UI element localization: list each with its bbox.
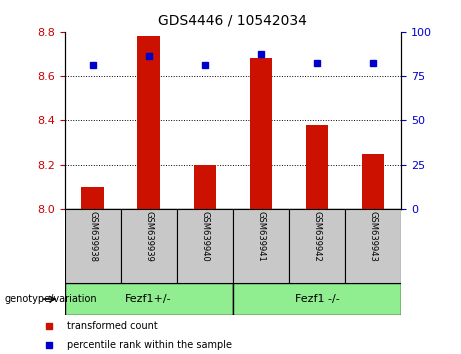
Bar bbox=[362, 154, 384, 209]
Text: GSM639939: GSM639939 bbox=[144, 211, 153, 262]
Bar bbox=[194, 165, 216, 209]
Text: genotype/variation: genotype/variation bbox=[5, 294, 97, 304]
Text: GSM639938: GSM639938 bbox=[88, 211, 97, 262]
Text: percentile rank within the sample: percentile rank within the sample bbox=[67, 341, 232, 350]
FancyBboxPatch shape bbox=[289, 209, 345, 283]
Bar bbox=[137, 36, 160, 209]
Text: GSM639940: GSM639940 bbox=[200, 211, 209, 262]
FancyBboxPatch shape bbox=[177, 209, 233, 283]
Title: GDS4446 / 10542034: GDS4446 / 10542034 bbox=[159, 14, 307, 28]
Bar bbox=[233, 283, 401, 315]
Text: GSM639941: GSM639941 bbox=[256, 211, 266, 262]
Text: GSM639943: GSM639943 bbox=[368, 211, 378, 262]
FancyBboxPatch shape bbox=[121, 209, 177, 283]
FancyBboxPatch shape bbox=[233, 209, 289, 283]
Text: transformed count: transformed count bbox=[67, 321, 157, 331]
FancyBboxPatch shape bbox=[345, 209, 401, 283]
Bar bbox=[250, 58, 272, 209]
Bar bbox=[65, 283, 233, 315]
Bar bbox=[82, 187, 104, 209]
FancyBboxPatch shape bbox=[65, 209, 121, 283]
Text: GSM639942: GSM639942 bbox=[313, 211, 321, 262]
Text: Fezf1 -/-: Fezf1 -/- bbox=[295, 294, 339, 304]
Bar bbox=[306, 125, 328, 209]
Text: Fezf1+/-: Fezf1+/- bbox=[125, 294, 172, 304]
